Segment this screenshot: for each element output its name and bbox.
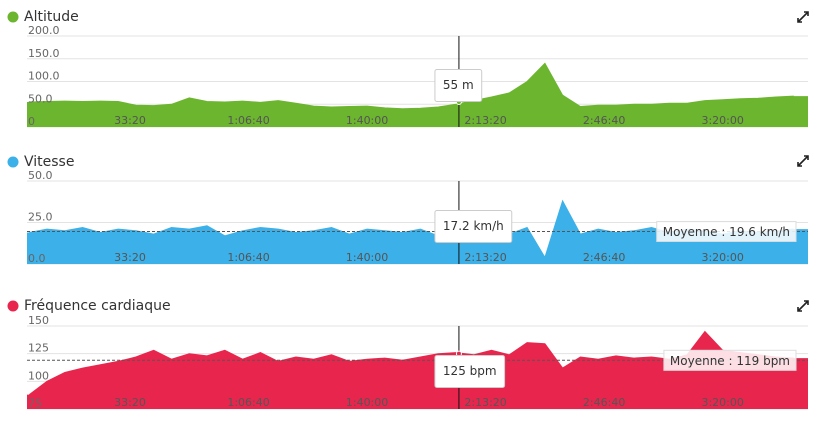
tooltip-label: 125 bpm: [443, 364, 497, 378]
tooltip-box: [434, 355, 506, 388]
x-tick-label: 1:40:00: [346, 396, 388, 409]
area-fill: [27, 63, 808, 127]
area-line: [29, 62, 794, 110]
y-tick-label: 100.0: [28, 70, 60, 83]
chart-panel: Fréquence cardiaque 75 100 125 150 33:20 1:06:…: [7, 298, 808, 410]
x-tick-label: 1:06:40: [227, 251, 269, 264]
chart-title: Fréquence cardiaque: [24, 298, 171, 314]
average-label: Moyenne : 119 bpm: [670, 354, 790, 368]
y-tick-label: 25.0: [28, 211, 53, 224]
average-label-bg: [656, 220, 797, 242]
y-tick-label: 150: [28, 314, 49, 327]
x-tick-label: 1:40:00: [346, 114, 388, 127]
x-tick-label: 2:46:40: [583, 114, 625, 127]
average-label-bg: [663, 349, 797, 371]
y-tick-label: 75: [28, 397, 42, 410]
x-tick-label: 3:20:00: [701, 251, 743, 264]
average-label: Moyenne : 19.6 km/h: [663, 225, 790, 239]
chart-panel: Altitude 0 50.0 100.0 150.0 200.0 33:20 1:06:40…: [7, 9, 808, 128]
y-tick-label: 0.0: [28, 252, 46, 265]
chart-title: Altitude: [24, 9, 79, 25]
y-tick-label: 100: [28, 369, 49, 382]
area-fill: [27, 200, 808, 264]
y-tick-label: 0: [28, 115, 35, 128]
x-tick-label: 3:20:00: [701, 114, 743, 127]
tooltip-box: [434, 69, 483, 102]
chart-title: Vitesse: [24, 154, 74, 170]
x-tick-label: 2:46:40: [583, 396, 625, 409]
y-tick-label: 50.0: [28, 92, 53, 105]
x-tick-label: 2:13:20: [464, 251, 506, 264]
expand-icon[interactable]: [797, 11, 809, 23]
tooltip-label: 17.2 km/h: [443, 219, 504, 233]
x-tick-label: 33:20: [114, 114, 146, 127]
x-tick-label: 3:20:00: [701, 396, 743, 409]
x-tick-label: 33:20: [114, 396, 146, 409]
x-tick-label: 1:06:40: [227, 114, 269, 127]
tooltip-label: 55 m: [443, 78, 474, 92]
legend-dot: [7, 11, 19, 23]
area-fill: [27, 331, 808, 409]
legend-dot: [7, 156, 19, 168]
y-tick-label: 125: [28, 342, 49, 355]
y-tick-label: 200.0: [28, 24, 60, 37]
y-tick-label: 50.0: [28, 169, 53, 182]
chart-panel: Vitesse 0.0 25.0 50.0 33:20 1:06:40 1:40:00 2:1…: [7, 154, 808, 265]
legend-dot: [7, 300, 19, 312]
x-tick-label: 2:46:40: [583, 251, 625, 264]
y-tick-label: 150.0: [28, 47, 60, 60]
expand-icon[interactable]: [797, 155, 809, 167]
tooltip-box: [434, 210, 513, 243]
x-tick-label: 2:13:20: [464, 114, 506, 127]
x-tick-label: 1:40:00: [346, 251, 388, 264]
x-tick-label: 1:06:40: [227, 396, 269, 409]
x-tick-label: 2:13:20: [464, 396, 506, 409]
x-tick-label: 33:20: [114, 251, 146, 264]
expand-icon[interactable]: [797, 300, 809, 312]
